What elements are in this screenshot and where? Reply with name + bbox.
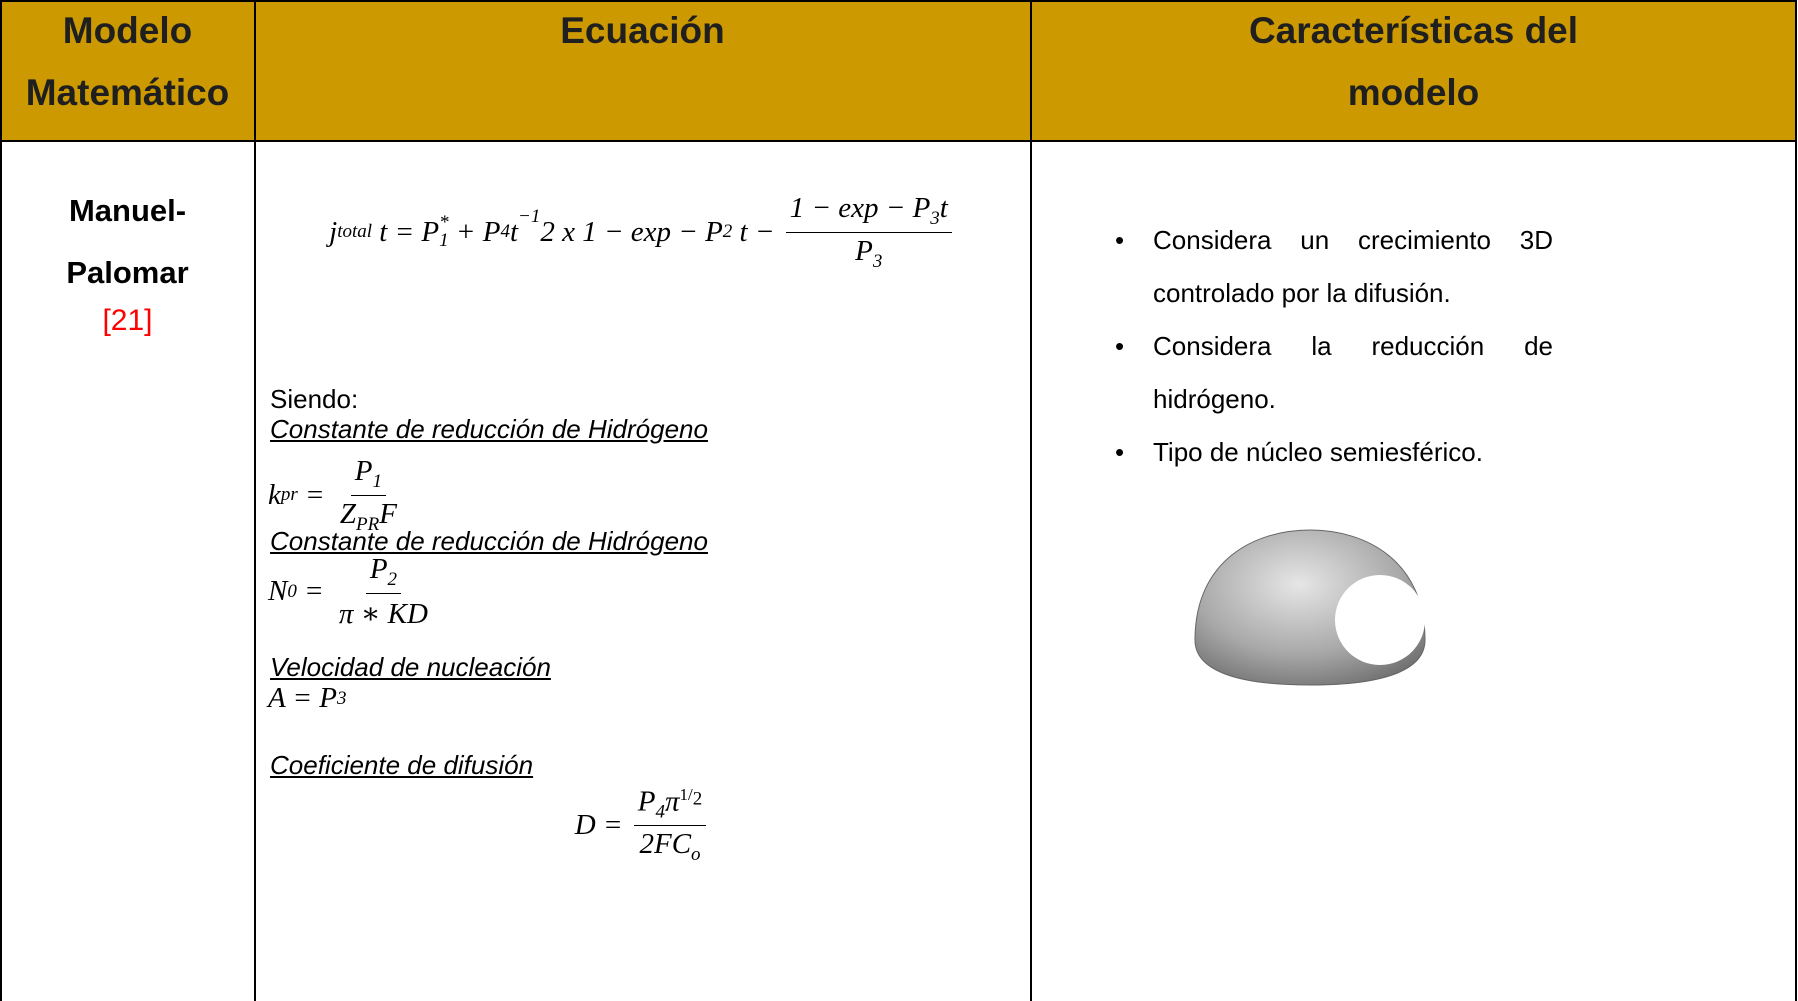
eq-part: 3 xyxy=(872,250,883,272)
reference: [21] xyxy=(102,304,153,337)
definition-formula: D = P4π1/2 2FCo xyxy=(255,785,1030,866)
definition-label: Coeficiente de difusión xyxy=(270,750,534,780)
eq-part: −1 xyxy=(518,206,541,227)
eq-part: 2 x 1 − exp − P xyxy=(540,215,723,248)
feature-list: Considera un crecimiento 3D controlado p… xyxy=(1115,214,1553,479)
eq-part: t xyxy=(509,215,518,248)
eq-part: 2 xyxy=(722,221,733,243)
feature: Considera un crecimiento 3D controlado p… xyxy=(1115,214,1553,320)
eq-part: π xyxy=(664,785,680,818)
eq-part: π ∗ KD xyxy=(338,597,428,630)
definition-label: Constante de reducción de Hidrógeno xyxy=(270,526,708,556)
eq-part: t − xyxy=(732,215,782,248)
eq-part: 1/2 xyxy=(679,785,703,810)
eq-part: P xyxy=(354,455,373,487)
eq-part: = xyxy=(296,575,331,608)
hole xyxy=(1335,575,1425,665)
feature: Considera la reducción de hidrógeno. xyxy=(1115,320,1553,426)
eq-part: N xyxy=(268,575,288,608)
eq-part: 1 xyxy=(679,785,689,804)
eq-part: t xyxy=(939,192,948,224)
eq-part: t = P xyxy=(372,215,440,248)
header-cell: Características del modelo xyxy=(1031,0,1796,124)
header-text: Modelo xyxy=(62,10,193,51)
eq-part: 4 xyxy=(500,221,510,243)
intro: Siendo: xyxy=(270,384,359,414)
border xyxy=(0,0,2,1001)
eq-part: pr xyxy=(280,484,298,506)
header-text: Ecuación xyxy=(560,10,725,51)
eq-part: P xyxy=(637,785,656,818)
header-text: modelo xyxy=(1347,72,1480,113)
eq-part: P xyxy=(369,553,388,585)
header-cell: Modelo Matemático xyxy=(0,0,255,124)
border xyxy=(254,0,256,1001)
eq-part: A = P xyxy=(268,682,337,714)
eq-part: PR xyxy=(356,513,380,535)
eq-part: F xyxy=(379,497,397,530)
eq-part: 1 xyxy=(439,230,449,252)
eq-part: + P xyxy=(448,215,501,248)
eq-part: 2 xyxy=(692,788,703,810)
header-cell: Ecuación xyxy=(255,0,1030,62)
eq-part: 3 xyxy=(336,687,347,709)
eq-part: 1 xyxy=(372,470,383,492)
eq-part: 3 xyxy=(930,207,940,229)
eq-part: j xyxy=(329,215,338,248)
hemisphere-image xyxy=(1194,529,1426,686)
feature: Tipo de núcleo semiesférico. xyxy=(1115,426,1553,479)
border xyxy=(1795,0,1797,1001)
eq-part: k xyxy=(268,478,281,511)
definition-formula: k pr = P1 ZPRF xyxy=(268,455,405,536)
definition-label: Constante de reducción de Hidrógeno xyxy=(270,414,708,444)
eq-part: = xyxy=(297,478,332,511)
definition-label: Velocidad de nucleación xyxy=(270,652,551,682)
model-cell: Manuel- Palomar [21] xyxy=(0,180,255,338)
eq-part: Z xyxy=(339,497,356,530)
eq-part: 0 xyxy=(287,580,297,602)
model-name: Palomar xyxy=(66,255,189,290)
eq-part: 2 xyxy=(387,568,398,590)
eq-part: D = xyxy=(574,809,630,842)
eq-part: 2F xyxy=(639,828,672,861)
eq-part: * xyxy=(439,212,449,234)
eq-part: C xyxy=(671,828,692,861)
eq-part: 1 − exp − P xyxy=(789,192,931,224)
eq-part: total xyxy=(337,221,373,243)
border xyxy=(0,0,1797,2)
eq-part: o xyxy=(691,844,701,866)
header-text: Características del xyxy=(1248,10,1579,51)
eq-part: P xyxy=(855,234,873,267)
header-background xyxy=(0,0,1797,141)
border xyxy=(0,140,1797,142)
header-text: Matemático xyxy=(25,72,230,113)
model-name: Manuel- xyxy=(68,193,187,228)
border xyxy=(1030,0,1032,1001)
eq-part: 4 xyxy=(655,801,665,823)
